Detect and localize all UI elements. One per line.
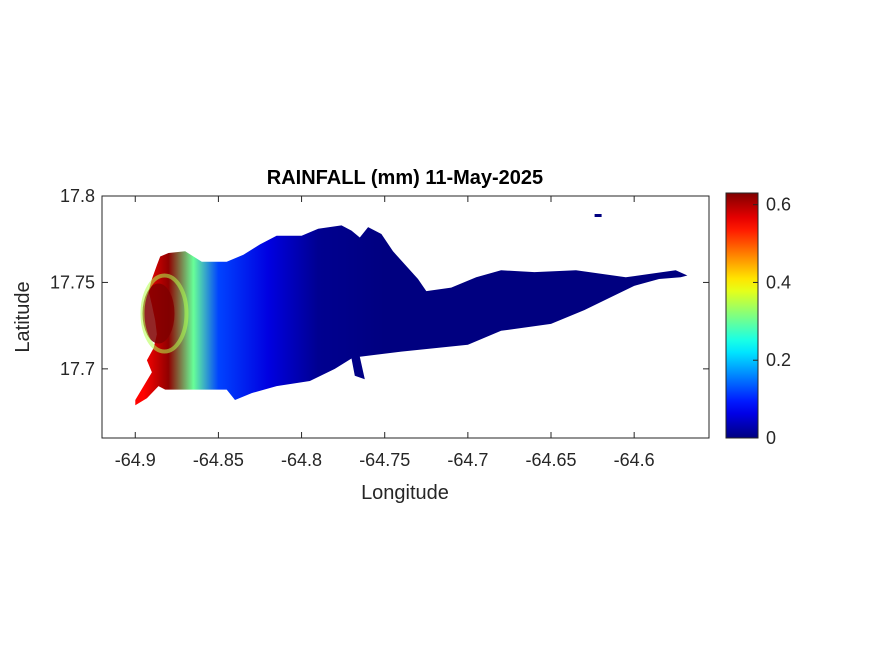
map-layer: [135, 214, 688, 406]
y-tick-label: 17.7: [60, 359, 95, 379]
plot-area: -64.9 -64.85 -64.8 -64.75 -64.7 -64.65 -64.6 1…: [50, 186, 710, 470]
y-tick-label: 17.75: [50, 272, 95, 292]
rainfall-maximum-core: [142, 283, 175, 344]
colorbar-tick-label: 0.2: [766, 350, 791, 370]
islet: [594, 214, 602, 217]
x-tick-label: -64.6: [614, 450, 655, 470]
y-tick-label: 17.8: [60, 186, 95, 206]
rainfall-maximum-halo: [140, 273, 189, 354]
x-axis-label: Longitude: [361, 482, 449, 504]
colorbar-fill: [725, 192, 759, 439]
x-tick-label: -64.7: [447, 450, 488, 470]
colorbar-tick-label: 0.6: [766, 195, 791, 215]
x-tick-label: -64.75: [359, 450, 410, 470]
colorbar-ticks: 0 0.2 0.4 0.6: [753, 195, 791, 448]
x-tick-label: -64.9: [115, 450, 156, 470]
colorbar: 0 0.2 0.4 0.6: [725, 192, 791, 448]
x-tick-label: -64.65: [525, 450, 576, 470]
island-rainfall-field: [135, 225, 688, 406]
x-tick-label: -64.85: [193, 450, 244, 470]
plot-frame: [101, 195, 710, 439]
colorbar-tick-label: 0: [766, 428, 776, 448]
y-axis-ticks: 17.7 17.75 17.8: [50, 186, 709, 379]
colorbar-tick-label: 0.4: [766, 272, 791, 292]
x-tick-label: -64.8: [281, 450, 322, 470]
chart-title: RAINFALL (mm) 11-May-2025: [267, 167, 543, 189]
y-axis-label: Latitude: [12, 281, 34, 352]
x-axis-ticks: -64.9 -64.85 -64.8 -64.75 -64.7 -64.65 -64.6: [115, 196, 655, 470]
